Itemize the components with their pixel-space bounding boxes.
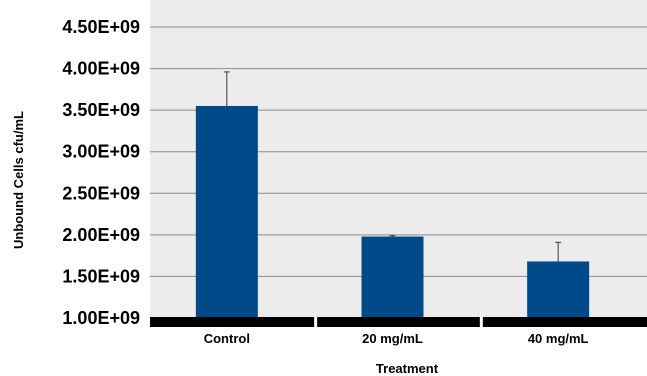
x-category-labels: Control 20 mg/mL 40 mg/mL (204, 331, 589, 346)
x-category-label: Control (204, 331, 250, 346)
y-tick-label: 3.50E+09 (62, 100, 140, 120)
bars (195, 105, 590, 318)
bar (361, 236, 424, 318)
x-category-label: 40 mg/mL (528, 331, 589, 346)
baseline-separator (314, 317, 318, 327)
y-tick-label: 2.00E+09 (62, 225, 140, 245)
x-category-label: 20 mg/mL (362, 331, 423, 346)
baseline-separator (479, 317, 483, 327)
y-tick-label: 3.00E+09 (62, 142, 140, 162)
x-axis-baseline (150, 317, 647, 327)
y-tick-labels: 1.00E+09 1.50E+09 2.00E+09 2.50E+09 3.00E+09… (62, 17, 140, 328)
y-tick-label: 1.00E+09 (62, 308, 140, 328)
y-axis-title: Unbound Cells cfu/mL (11, 111, 26, 249)
y-tick-label: 1.50E+09 (62, 266, 140, 286)
bar (195, 105, 258, 318)
y-tick-label: 4.50E+09 (62, 17, 140, 37)
y-tick-label: 4.00E+09 (62, 59, 140, 79)
error-bars (223, 71, 562, 262)
bar (527, 261, 590, 318)
y-tick-label: 2.50E+09 (62, 183, 140, 203)
baseline-bar (150, 317, 647, 327)
x-axis-title: Treatment (376, 361, 439, 376)
